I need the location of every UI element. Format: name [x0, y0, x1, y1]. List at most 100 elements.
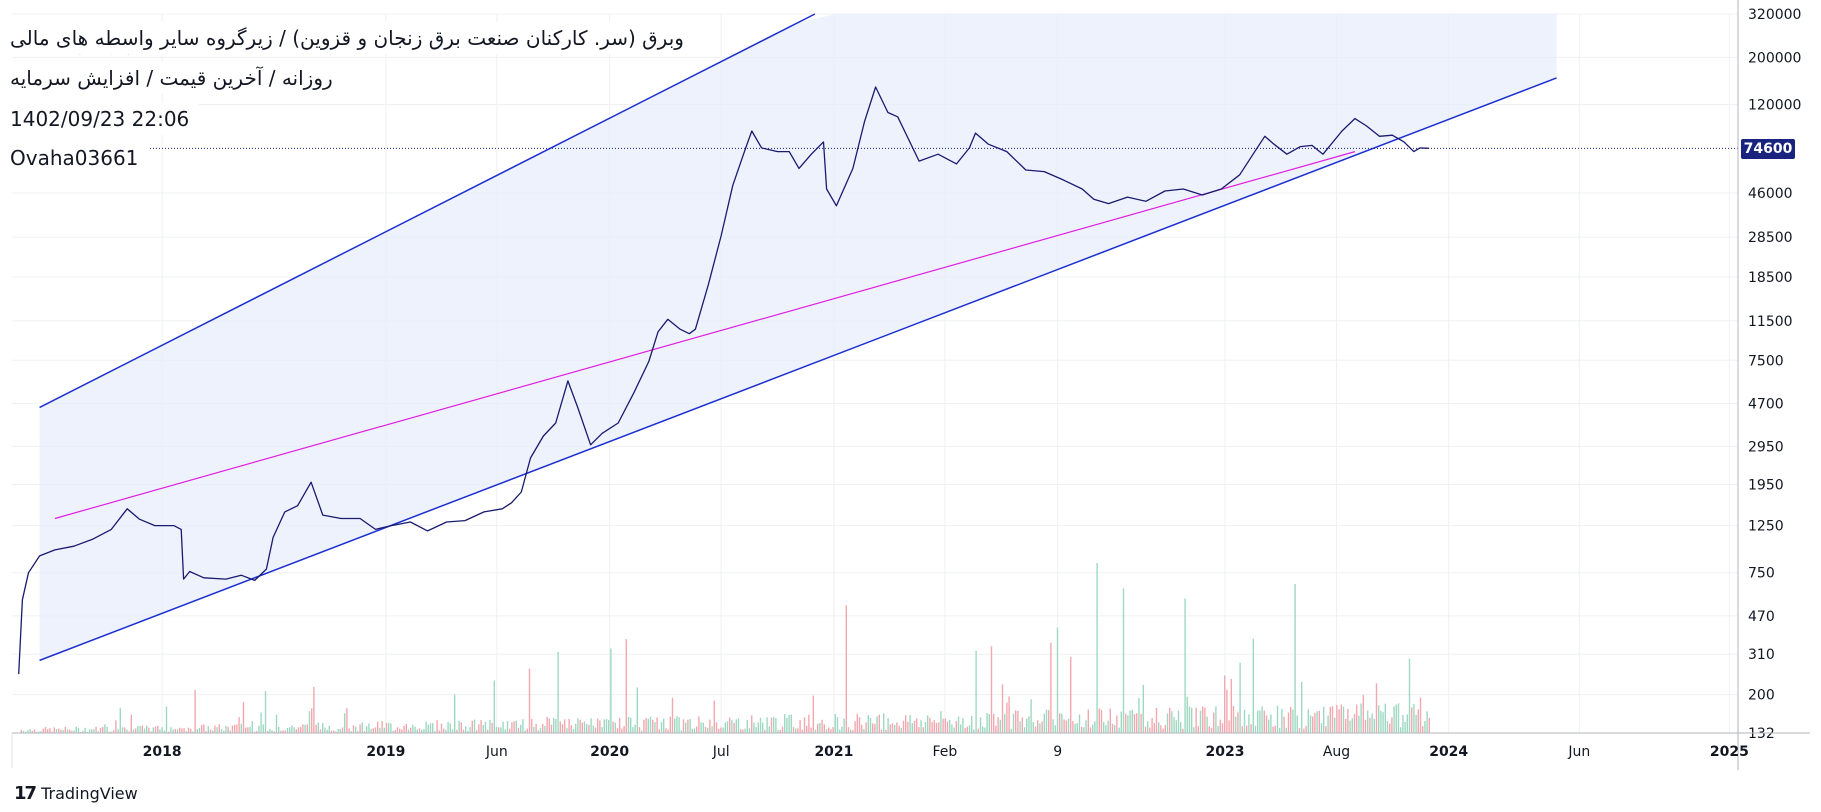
volume-bar: [1281, 708, 1283, 733]
volume-bar: [982, 726, 984, 733]
volume-bar: [1371, 713, 1373, 733]
volume-bar: [482, 725, 484, 733]
x-tick-label: Aug: [1323, 744, 1350, 760]
volume-bar: [469, 726, 471, 733]
volume-bar: [152, 727, 154, 733]
volume-bar: [1120, 711, 1122, 733]
volume-bar: [520, 724, 522, 733]
volume-bar: [1259, 710, 1261, 733]
volume-bar: [282, 730, 284, 733]
volume-bar: [619, 718, 621, 733]
volume-bar: [1373, 718, 1375, 733]
x-tick-label: Jun: [485, 744, 508, 760]
volume-bar: [187, 727, 190, 733]
volume-bar: [423, 729, 425, 733]
volume-bar: [773, 717, 775, 733]
volume-bar: [31, 731, 33, 733]
volume-bar: [1065, 720, 1067, 733]
volume-bar: [77, 727, 80, 733]
x-tick-label: 2019: [366, 744, 405, 760]
volume-bar: [1356, 704, 1358, 733]
volume-bar: [484, 721, 487, 733]
volume-bar: [531, 718, 533, 733]
volume-bar: [157, 725, 159, 733]
volume-bar: [489, 719, 491, 733]
volume-bar: [922, 727, 924, 733]
volume-bar: [1138, 698, 1140, 733]
volume-bar: [231, 725, 234, 733]
volume-bar: [291, 725, 293, 733]
volume-bar: [1235, 716, 1237, 733]
volume-bar: [357, 731, 359, 733]
volume-bar: [889, 724, 891, 733]
volume-bar: [348, 728, 350, 733]
volume-bar: [757, 722, 759, 733]
volume-bar: [51, 731, 53, 733]
volume-bar: [669, 716, 671, 733]
volume-bar: [256, 730, 258, 733]
volume-bar: [273, 731, 275, 733]
volume-bar: [432, 723, 434, 733]
volume-bar: [1411, 707, 1413, 733]
volume-bar: [1206, 716, 1208, 733]
volume-bar: [1283, 716, 1285, 733]
volume-bar: [480, 720, 482, 733]
volume-bar: [27, 730, 29, 733]
volume-bar: [995, 725, 997, 733]
volume-bar: [214, 725, 216, 733]
volume-bar: [97, 731, 99, 733]
price-line: [18, 86, 1430, 675]
volume-bar: [744, 728, 746, 733]
volume-bar: [748, 728, 751, 733]
chart-author: Ovaha03661: [0, 142, 149, 174]
volume-bar: [1276, 705, 1279, 733]
volume-bar: [1059, 713, 1061, 733]
volume-bar: [1142, 684, 1144, 733]
volume-bar: [570, 725, 572, 733]
volume-bar: [289, 727, 291, 733]
volume-bar: [1358, 715, 1360, 733]
x-tick-label: 2023: [1205, 744, 1244, 760]
volume-bar: [1175, 720, 1177, 733]
volume-bar: [590, 718, 592, 733]
volume-bar: [1325, 726, 1327, 733]
volume-bar: [896, 722, 898, 733]
volume-bar: [918, 727, 920, 733]
volume-bar: [216, 727, 218, 733]
volume-bar: [1334, 717, 1336, 733]
volume-bar: [887, 718, 889, 733]
volume-bar: [1342, 706, 1345, 733]
y-tick-label: 2950: [1748, 439, 1784, 455]
volume-bar: [135, 728, 137, 733]
volume-bar: [95, 726, 97, 733]
volume-bar: [22, 731, 25, 733]
volume-bar: [236, 724, 238, 733]
volume-bar: [597, 718, 599, 733]
volume-bar: [751, 715, 753, 733]
y-axis[interactable]: 320000 200000 120000 46000 28500 18500 11500 75…: [1737, 0, 1801, 770]
volume-bar: [302, 724, 304, 733]
x-axis[interactable]: 2018 2019 Jun 2020 Jul 2021 Feb 9 2023 Aug 2024 Jun…: [11, 732, 1810, 768]
volume-bar: [267, 731, 269, 733]
volume-bar: [493, 680, 495, 733]
volume-bar: [102, 727, 104, 733]
volume-bar: [185, 731, 187, 733]
volume-bar: [823, 724, 825, 733]
volume-bar: [1424, 721, 1426, 733]
volume-bar: [1367, 710, 1369, 733]
tradingview-logo[interactable]: 17 TradingView: [14, 783, 138, 804]
volume-bar: [220, 729, 223, 733]
volume-bar: [971, 716, 973, 733]
volume-bar: [383, 727, 385, 733]
volume-bar: [966, 726, 968, 733]
volume-bar: [163, 730, 165, 733]
volume-bar: [1219, 719, 1221, 733]
volume-bar: [898, 725, 900, 733]
volume-bar: [447, 722, 449, 733]
volume-bar: [271, 730, 273, 733]
volume-bar: [333, 730, 335, 733]
volume-bar: [218, 724, 220, 733]
volume-bar: [317, 722, 319, 733]
volume-bar: [460, 722, 462, 733]
volume-bar: [762, 722, 764, 733]
